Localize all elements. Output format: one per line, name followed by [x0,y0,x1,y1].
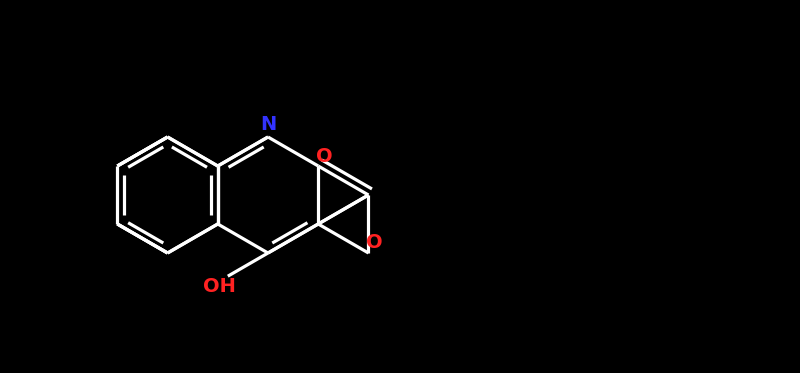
Text: N: N [260,116,276,135]
Text: O: O [316,147,333,166]
Text: OH: OH [203,277,236,296]
Text: O: O [366,233,382,253]
